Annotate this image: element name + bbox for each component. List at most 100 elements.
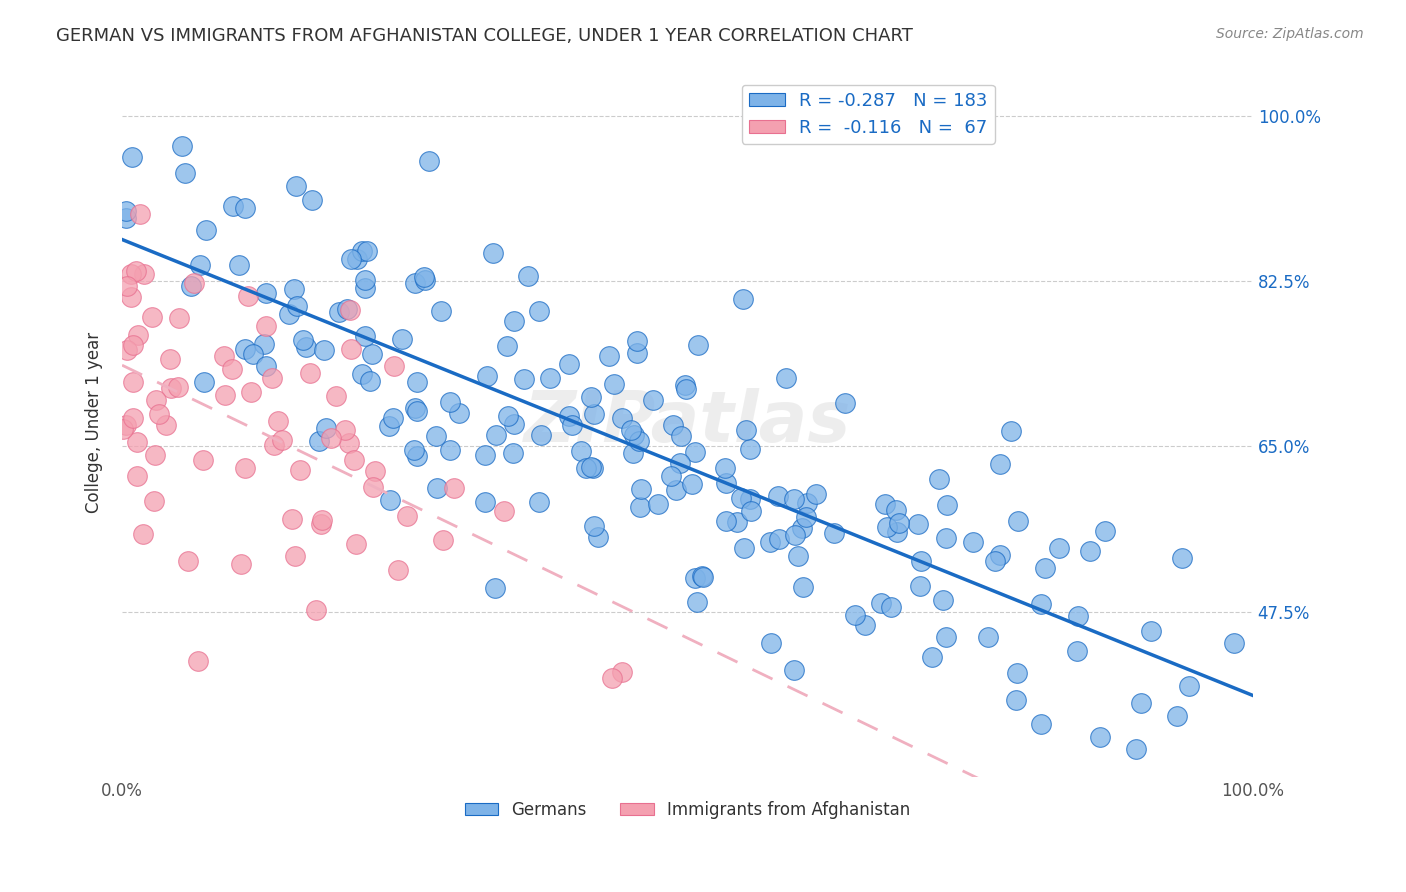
Point xyxy=(443,481,465,495)
Point xyxy=(339,343,361,357)
Point xyxy=(661,418,683,433)
Point xyxy=(166,379,188,393)
Point xyxy=(364,464,387,478)
Point xyxy=(183,276,205,290)
Point xyxy=(659,468,682,483)
Point xyxy=(311,513,333,527)
Point xyxy=(195,223,218,237)
Point xyxy=(115,204,138,219)
Point xyxy=(782,663,804,677)
Point xyxy=(768,532,790,546)
Point xyxy=(538,371,561,385)
Point xyxy=(935,532,957,546)
Point xyxy=(669,428,692,442)
Point xyxy=(1067,608,1090,623)
Point xyxy=(804,487,827,501)
Point xyxy=(382,411,405,425)
Point xyxy=(569,443,592,458)
Point xyxy=(692,570,714,584)
Point xyxy=(406,404,429,418)
Point xyxy=(343,453,366,467)
Point xyxy=(418,153,440,168)
Point xyxy=(785,528,807,542)
Point xyxy=(716,475,738,490)
Point xyxy=(319,431,342,445)
Point xyxy=(1000,425,1022,439)
Point xyxy=(1033,561,1056,575)
Point xyxy=(271,433,294,447)
Point xyxy=(221,362,243,376)
Point xyxy=(134,267,156,281)
Point xyxy=(128,207,150,221)
Point xyxy=(1125,741,1147,756)
Point xyxy=(363,480,385,494)
Point xyxy=(643,393,665,408)
Point xyxy=(853,618,876,632)
Point xyxy=(574,461,596,475)
Point xyxy=(579,459,602,474)
Point xyxy=(112,422,135,436)
Point xyxy=(191,453,214,467)
Point xyxy=(125,468,148,483)
Point xyxy=(1178,679,1201,693)
Point xyxy=(350,244,373,259)
Point xyxy=(1088,731,1111,745)
Point xyxy=(122,375,145,389)
Point xyxy=(600,671,623,685)
Point xyxy=(426,481,449,495)
Point xyxy=(513,372,536,386)
Point xyxy=(173,166,195,180)
Point xyxy=(382,359,405,373)
Point xyxy=(1171,550,1194,565)
Point xyxy=(794,510,817,524)
Point xyxy=(494,504,516,518)
Point xyxy=(301,194,323,208)
Point xyxy=(120,267,142,281)
Point xyxy=(496,339,519,353)
Point xyxy=(714,460,737,475)
Point xyxy=(288,463,311,477)
Point xyxy=(236,289,259,303)
Point xyxy=(628,500,651,515)
Point xyxy=(619,423,641,437)
Point xyxy=(517,268,540,283)
Point xyxy=(406,375,429,389)
Point xyxy=(254,318,277,333)
Point xyxy=(115,279,138,293)
Point xyxy=(683,445,706,459)
Point xyxy=(124,264,146,278)
Point xyxy=(503,314,526,328)
Point xyxy=(884,502,907,516)
Point xyxy=(228,258,250,272)
Point xyxy=(561,418,583,433)
Point xyxy=(474,448,496,462)
Point xyxy=(935,630,957,644)
Point xyxy=(143,448,166,462)
Point xyxy=(402,442,425,457)
Point xyxy=(141,310,163,325)
Point xyxy=(686,337,709,351)
Point xyxy=(350,368,373,382)
Point xyxy=(886,525,908,540)
Point xyxy=(869,596,891,610)
Point xyxy=(621,446,644,460)
Point xyxy=(254,286,277,301)
Point xyxy=(1066,644,1088,658)
Point xyxy=(344,537,367,551)
Point xyxy=(873,497,896,511)
Point xyxy=(308,434,330,449)
Point xyxy=(281,512,304,526)
Point xyxy=(962,535,984,549)
Point xyxy=(1005,692,1028,706)
Point xyxy=(378,493,401,508)
Point xyxy=(626,334,648,348)
Point xyxy=(333,423,356,437)
Point xyxy=(285,299,308,313)
Point xyxy=(626,346,648,360)
Point xyxy=(482,245,505,260)
Text: ZIPatlas: ZIPatlas xyxy=(524,388,851,458)
Point xyxy=(714,514,737,528)
Text: Source: ZipAtlas.com: Source: ZipAtlas.com xyxy=(1216,27,1364,41)
Point xyxy=(115,343,138,358)
Point xyxy=(439,442,461,457)
